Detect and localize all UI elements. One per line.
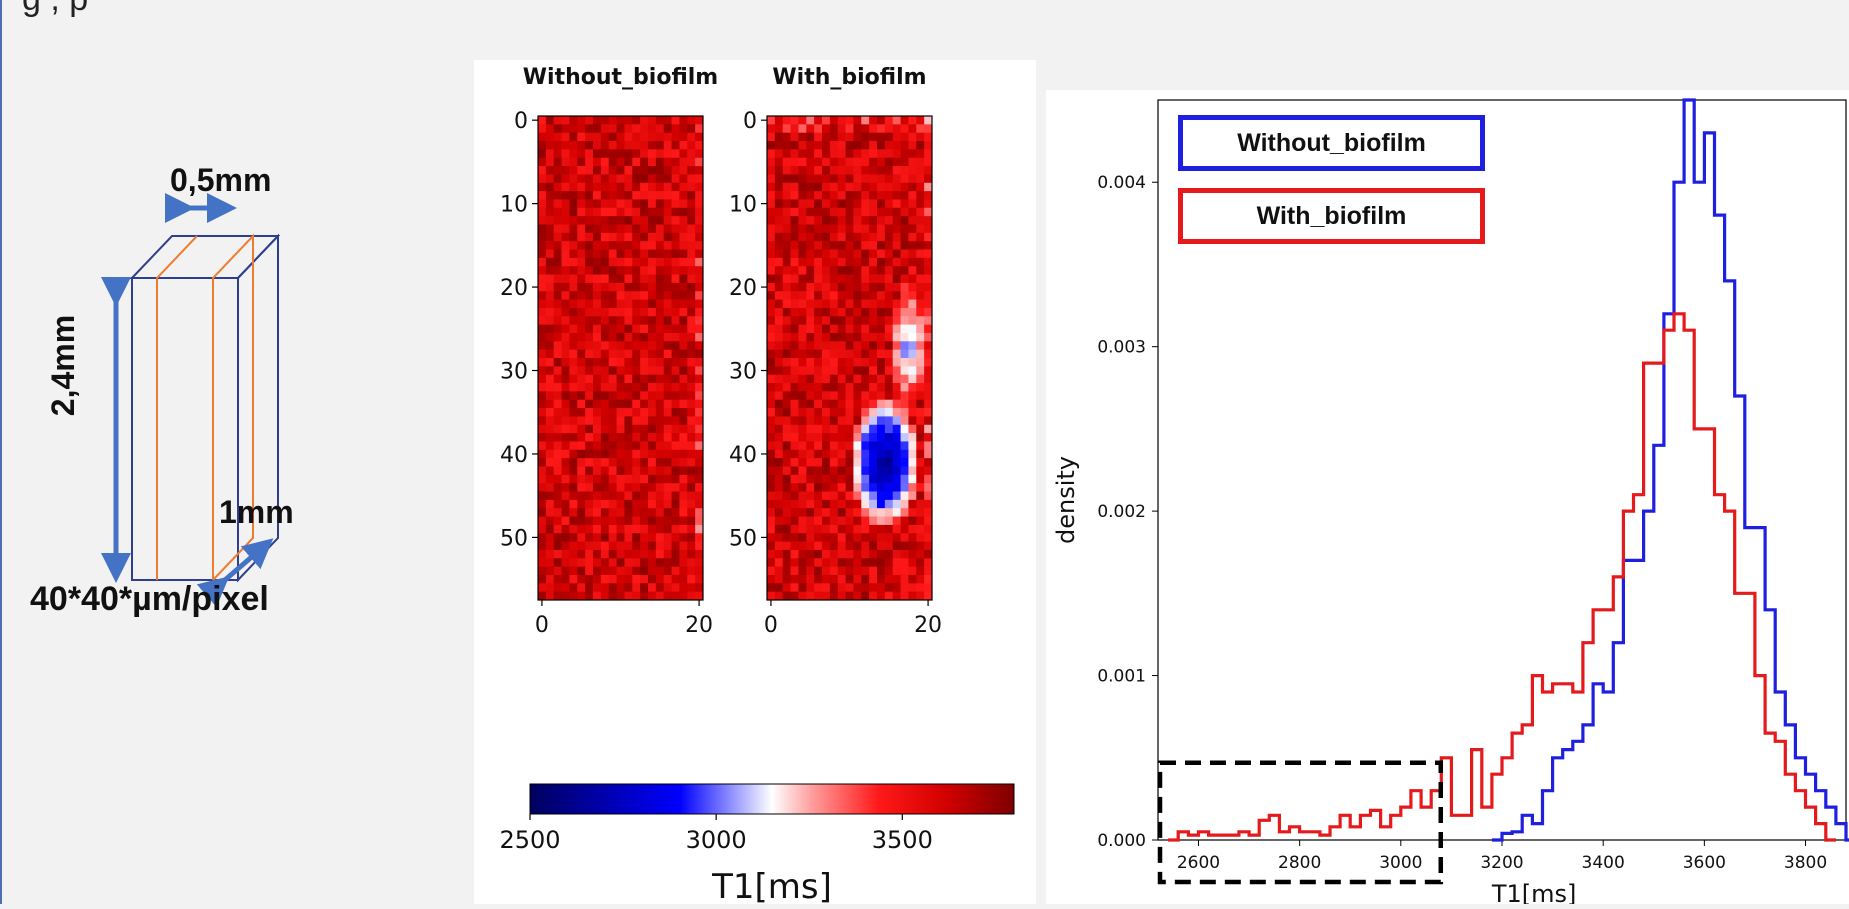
x-tick-label: 2600	[1177, 853, 1220, 873]
heatmap-ytick-label: 30	[729, 360, 757, 385]
heatmap-ytick-label: 50	[500, 526, 528, 551]
depth-arrow-icon	[196, 538, 274, 608]
y-tick-label: 0.001	[1097, 667, 1146, 687]
y-tick-label: 0.003	[1097, 338, 1146, 358]
top-caption-fragment: g , p	[22, 0, 88, 19]
x-tick-label: 3600	[1683, 853, 1726, 873]
y-tick-label: 0.004	[1097, 173, 1146, 193]
resolution-label: 40*40*µm/pixel	[30, 580, 269, 618]
heatmap-ytick-label: 20	[500, 276, 528, 301]
width-label: 0,5mm	[170, 162, 272, 198]
cuboid-top-face	[129, 235, 281, 279]
heatmap-cells	[538, 116, 704, 601]
heatmap-ytick-label: 40	[729, 443, 757, 468]
sample-geometry-diagram: 0,5mm 2,4mm 1mm 40*40*µm/pixel	[30, 150, 400, 750]
heatmap-xtick-label: 20	[914, 613, 942, 638]
heatmap-ytick-label: 0	[743, 109, 757, 134]
heatmap-title: With_biofilm	[772, 65, 926, 90]
cuboid-side-face	[237, 233, 279, 583]
heatmap-ytick-label: 20	[729, 276, 757, 301]
heatmap-title: Without_biofilm	[523, 65, 718, 90]
legend-with-biofilm: With_biofilm	[1178, 188, 1485, 244]
heatmap-xtick-label: 0	[535, 613, 549, 638]
y-tick-label: 0.002	[1097, 502, 1146, 522]
heatmap-ytick-label: 50	[729, 526, 757, 551]
colorbar-tick-label: 3500	[872, 826, 933, 854]
legend-without-biofilm: Without_biofilm	[1178, 115, 1485, 171]
heatmap-frame	[766, 115, 933, 601]
x-tick-label: 3400	[1582, 853, 1625, 873]
heatmap-ytick-label: 10	[729, 193, 757, 218]
cuboid-drawing	[101, 193, 281, 608]
t1-maps-panel: Without_biofilm 0 10 20 30 40 50 0 20 With_biofil…	[474, 60, 1036, 907]
heatmap-ytick-label: 40	[500, 443, 528, 468]
colorbar-tick-label: 3000	[686, 826, 747, 854]
x-tick-label: 2800	[1278, 853, 1321, 873]
biofilm-plane-left	[156, 235, 198, 580]
y-tick-label: 0.000	[1097, 831, 1146, 851]
heatmap-xtick-label: 0	[764, 613, 778, 638]
heatmap-ytick-label: 30	[500, 360, 528, 385]
heatmap-frame	[537, 115, 704, 601]
heatmap-ytick-label: 10	[500, 193, 528, 218]
colorbar	[529, 783, 1015, 815]
height-label: 2,4mm	[45, 314, 82, 417]
cuboid-front-face	[131, 277, 239, 581]
slide-frame	[0, 0, 10, 904]
colorbar-tick-label: 2500	[499, 826, 560, 854]
colorbar-label: T1[ms]	[711, 867, 832, 904]
x-tick-label: 3800	[1784, 853, 1827, 873]
y-axis-label: density	[1052, 456, 1080, 544]
heatmap-ytick-label: 0	[514, 109, 528, 134]
legend-label-without: Without_biofilm	[1237, 128, 1426, 157]
depth-label: 1mm	[219, 494, 294, 530]
x-tick-label: 3000	[1379, 853, 1422, 873]
heatmap-xtick-label: 20	[685, 613, 713, 638]
t1-heatmaps: Without_biofilm 0 10 20 30 40 50 0 20 With_biofil…	[499, 65, 1015, 907]
x-axis-label: T1[ms]	[1491, 880, 1577, 904]
legend-label-with: With_biofilm	[1256, 201, 1407, 230]
histogram-series-line	[1168, 312, 1836, 842]
x-tick-label: 3200	[1480, 853, 1523, 873]
highlight-box	[1157, 760, 1444, 885]
heatmap-cells	[767, 116, 933, 601]
histogram-series-line	[1491, 98, 1849, 842]
